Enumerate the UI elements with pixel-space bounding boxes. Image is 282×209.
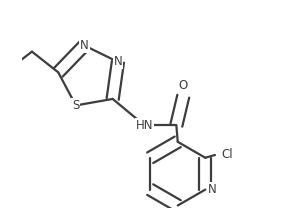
Text: N: N [80, 39, 89, 52]
Text: Cl: Cl [221, 148, 233, 162]
Text: S: S [72, 99, 80, 112]
Text: O: O [179, 79, 188, 92]
Text: HN: HN [136, 119, 153, 132]
Text: N: N [114, 55, 122, 68]
Text: N: N [208, 183, 216, 196]
